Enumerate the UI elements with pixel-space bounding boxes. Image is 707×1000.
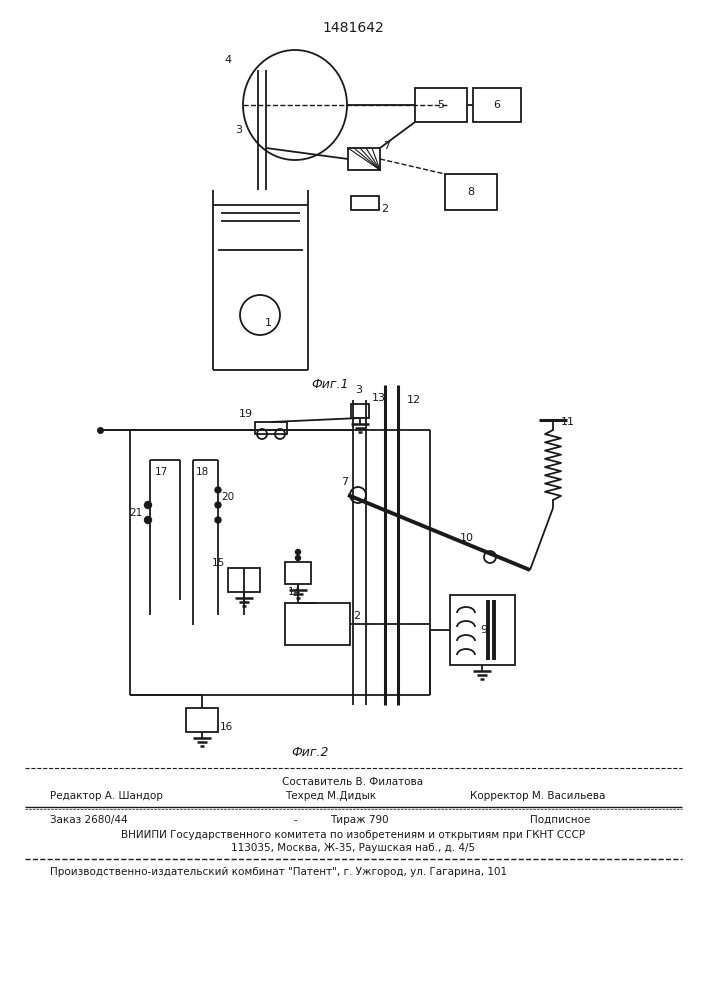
Bar [351, 404, 369, 418]
Text: 3: 3 [356, 385, 363, 395]
Bar [415, 88, 467, 122]
Text: 17: 17 [155, 467, 168, 477]
Text: 13: 13 [372, 393, 386, 403]
Text: 7: 7 [383, 141, 390, 151]
Text: 7: 7 [341, 477, 348, 487]
Text: 1481642: 1481642 [322, 21, 384, 35]
Text: Составитель В. Филатова: Составитель В. Филатова [282, 777, 423, 787]
Text: 2: 2 [353, 611, 360, 621]
Text: 4: 4 [224, 55, 232, 65]
Text: 11: 11 [561, 417, 575, 427]
Circle shape [144, 502, 151, 508]
Text: Подписное: Подписное [530, 815, 590, 825]
Bar [348, 148, 380, 170]
Text: 113035, Москва, Ж-35, Раушская наб., д. 4/5: 113035, Москва, Ж-35, Раушская наб., д. … [231, 843, 475, 853]
Text: 9: 9 [481, 625, 488, 635]
Circle shape [215, 487, 221, 493]
Text: Корректор М. Васильева: Корректор М. Васильева [470, 791, 605, 801]
Text: Техред М.Дидык: Техред М.Дидык [285, 791, 376, 801]
Text: Тираж 790: Тираж 790 [330, 815, 389, 825]
Text: 14: 14 [288, 587, 301, 597]
Bar [186, 708, 218, 732]
Text: ВНИИПИ Государственного комитета по изобретениям и открытиям при ГКНТ СССР: ВНИИПИ Государственного комитета по изоб… [121, 830, 585, 840]
Circle shape [484, 551, 496, 563]
Text: 10: 10 [460, 533, 474, 543]
Bar [473, 88, 521, 122]
Text: -: - [293, 815, 297, 825]
Text: 16: 16 [220, 722, 233, 732]
Bar [351, 196, 379, 210]
Text: 3: 3 [235, 125, 242, 135]
Text: 19: 19 [239, 409, 253, 419]
Text: 2: 2 [381, 204, 388, 214]
Circle shape [215, 517, 221, 523]
Bar [445, 174, 497, 210]
Circle shape [350, 487, 366, 503]
Text: Фиг.1: Фиг.1 [311, 378, 349, 391]
Text: 18: 18 [196, 467, 209, 477]
Circle shape [296, 550, 300, 554]
Circle shape [215, 502, 221, 508]
Text: 6: 6 [493, 100, 501, 110]
Bar [285, 603, 350, 645]
Text: Редактор А. Шандор: Редактор А. Шандор [50, 791, 163, 801]
Bar [255, 422, 287, 434]
Circle shape [144, 516, 151, 524]
Text: 1: 1 [265, 318, 272, 328]
Text: 21: 21 [129, 508, 142, 518]
Text: 20: 20 [221, 492, 234, 502]
Text: 8: 8 [467, 187, 474, 197]
Bar [450, 595, 515, 665]
Text: Заказ 2680/44: Заказ 2680/44 [50, 815, 128, 825]
Bar [285, 562, 311, 584]
Text: 15: 15 [212, 558, 225, 568]
Bar [228, 568, 260, 592]
Text: Производственно-издательский комбинат "Патент", г. Ужгород, ул. Гагарина, 101: Производственно-издательский комбинат "П… [50, 867, 507, 877]
Text: 12: 12 [407, 395, 421, 405]
Circle shape [296, 556, 300, 560]
Text: 5: 5 [438, 100, 445, 110]
Text: Фиг.2: Фиг.2 [291, 746, 329, 758]
